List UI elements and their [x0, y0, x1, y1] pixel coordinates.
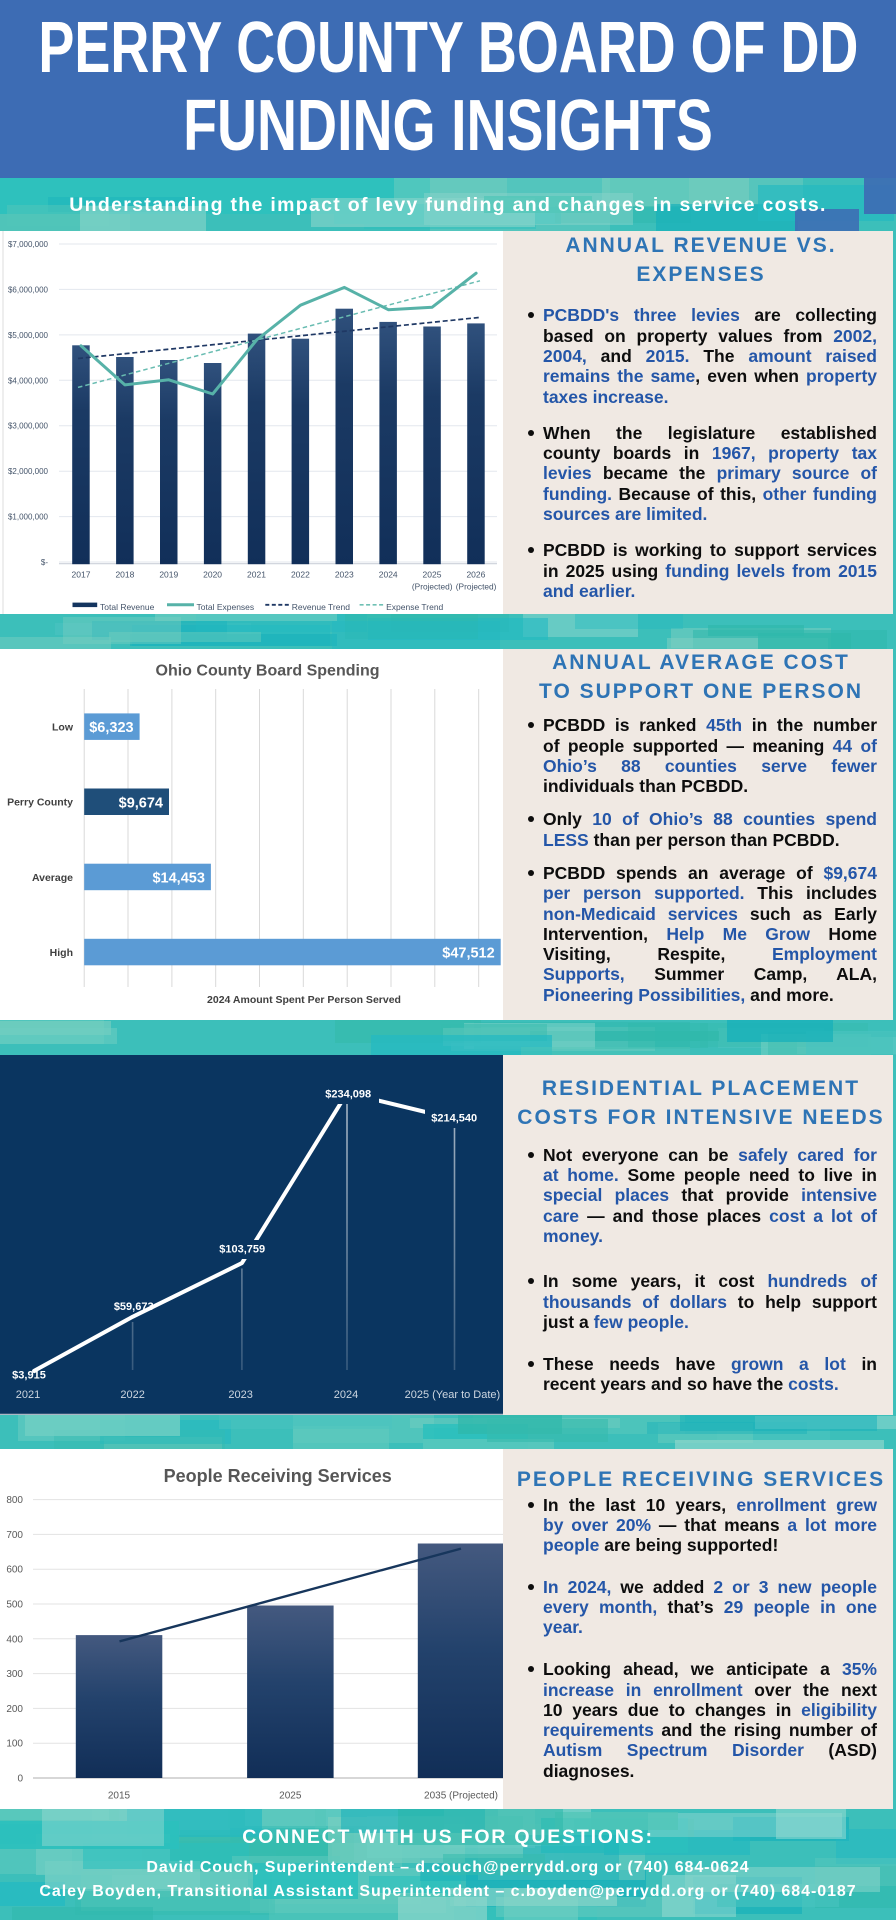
- svg-text:$1,000,000: $1,000,000: [8, 513, 49, 522]
- svg-text:High: High: [50, 947, 73, 959]
- svg-text:2023: 2023: [228, 1389, 252, 1401]
- svg-text:2024 Amount Spent Per Person S: 2024 Amount Spent Per Person Served: [207, 994, 401, 1006]
- svg-text:600: 600: [6, 1565, 23, 1576]
- svg-text:$47,512: $47,512: [442, 946, 494, 962]
- svg-text:Perry County: Perry County: [7, 797, 73, 809]
- svg-text:$7,000,000: $7,000,000: [8, 240, 49, 249]
- svg-text:Low: Low: [52, 722, 74, 734]
- svg-text:2022: 2022: [120, 1389, 144, 1401]
- svg-text:$3,915: $3,915: [12, 1369, 46, 1381]
- svg-text:700: 700: [6, 1530, 23, 1541]
- svg-text:$14,453: $14,453: [152, 871, 204, 887]
- svg-text:2026: 2026: [466, 569, 485, 579]
- svg-text:$6,323: $6,323: [89, 720, 133, 736]
- svg-text:0: 0: [17, 1774, 23, 1785]
- svg-text:Total Expenses: Total Expenses: [197, 602, 255, 612]
- svg-text:500: 500: [6, 1600, 23, 1611]
- svg-text:2035 (Projected): 2035 (Projected): [424, 1791, 498, 1802]
- svg-text:2024: 2024: [334, 1389, 358, 1401]
- svg-text:$4,000,000: $4,000,000: [8, 376, 49, 385]
- svg-text:2025: 2025: [279, 1791, 302, 1802]
- svg-text:2022: 2022: [291, 569, 310, 579]
- svg-text:(Projected): (Projected): [456, 582, 497, 592]
- svg-text:2021: 2021: [16, 1389, 40, 1401]
- svg-text:(Projected): (Projected): [412, 582, 453, 592]
- svg-text:200: 200: [6, 1704, 23, 1715]
- svg-text:People Receiving Services: People Receiving Services: [164, 1466, 392, 1486]
- svg-text:$5,000,000: $5,000,000: [8, 331, 49, 340]
- svg-text:$9,674: $9,674: [119, 795, 163, 811]
- svg-text:300: 300: [6, 1669, 23, 1680]
- svg-text:2025 (Year to Date): 2025 (Year to Date): [405, 1389, 501, 1401]
- svg-text:2025: 2025: [423, 569, 442, 579]
- svg-text:2015: 2015: [108, 1791, 131, 1802]
- svg-text:400: 400: [6, 1634, 23, 1645]
- svg-text:2024: 2024: [379, 569, 398, 579]
- svg-text:2019: 2019: [159, 569, 178, 579]
- svg-text:2018: 2018: [115, 569, 134, 579]
- svg-text:$214,540: $214,540: [431, 1113, 477, 1125]
- svg-text:$3,000,000: $3,000,000: [8, 422, 49, 431]
- svg-text:$234,098: $234,098: [325, 1089, 371, 1101]
- svg-text:$-: $-: [41, 558, 48, 567]
- svg-text:2021: 2021: [247, 569, 266, 579]
- svg-text:2017: 2017: [72, 569, 91, 579]
- svg-text:Expense Trend: Expense Trend: [386, 602, 443, 612]
- svg-text:2023: 2023: [335, 569, 354, 579]
- svg-text:Ohio County Board Spending: Ohio County Board Spending: [156, 663, 380, 680]
- svg-text:$59,673: $59,673: [114, 1301, 154, 1313]
- svg-text:Revenue Trend: Revenue Trend: [292, 602, 350, 612]
- svg-text:Total Revenue: Total Revenue: [100, 602, 155, 612]
- svg-text:Average: Average: [32, 872, 73, 884]
- svg-text:$103,759: $103,759: [219, 1244, 265, 1256]
- svg-text:100: 100: [6, 1739, 23, 1750]
- svg-text:800: 800: [6, 1495, 23, 1506]
- svg-text:$6,000,000: $6,000,000: [8, 285, 49, 294]
- svg-text:2020: 2020: [203, 569, 222, 579]
- svg-text:$2,000,000: $2,000,000: [8, 467, 49, 476]
